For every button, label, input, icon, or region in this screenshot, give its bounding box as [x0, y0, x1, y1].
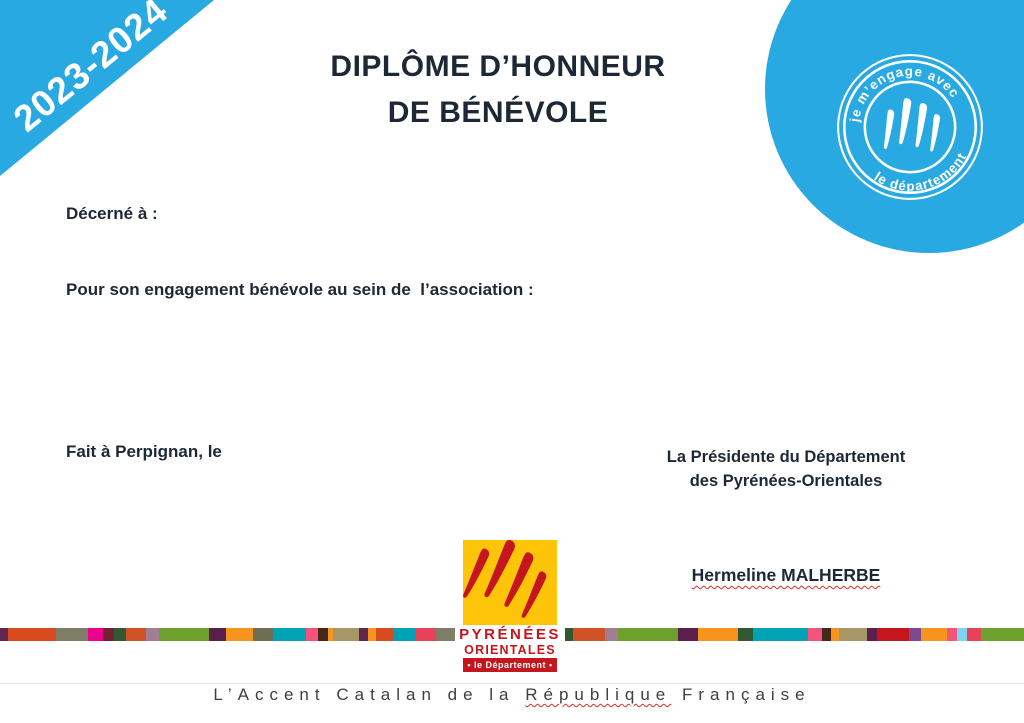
awarded-to-label: Décerné à :	[66, 204, 158, 223]
engagement-stamp: je m’engage avec le département	[836, 51, 983, 204]
stripe-segment	[416, 628, 436, 641]
stripe-segment	[146, 628, 159, 641]
stripe-segment	[753, 628, 808, 641]
stripe-segment	[318, 628, 328, 641]
stripe-segment	[226, 628, 253, 641]
stamp-claw-marks-icon	[883, 98, 941, 152]
stripe-segment	[831, 628, 839, 641]
logo-yellow-box	[462, 539, 557, 625]
president-title: La Présidente du Département des Pyrénée…	[640, 445, 932, 493]
stripe-segment	[253, 628, 273, 641]
president-title-line-2: des Pyrénées-Orientales	[689, 472, 883, 490]
stripe-segment	[88, 628, 103, 641]
stripe-segment	[678, 628, 698, 641]
stripe-segment	[981, 628, 1024, 641]
certificate-title: DIPLÔME D’HONNEUR DE BÉNÉVOLE	[288, 44, 708, 136]
footer-slogan-marked-word: République	[525, 685, 672, 704]
stripe-segment	[967, 628, 981, 641]
stripe-segment	[698, 628, 738, 641]
logo-banner: • le Département •	[463, 658, 557, 672]
stripe-segment	[273, 628, 306, 641]
stripe-segment	[436, 628, 456, 641]
signature-name: Hermeline MALHERBE	[691, 565, 881, 585]
stamp-outer-ring	[837, 54, 983, 200]
stripe-segment	[306, 628, 318, 641]
footer-slogan-pre: L’Accent Catalan de la	[213, 685, 526, 704]
stripe-segment	[0, 628, 8, 641]
stripe-segment	[359, 628, 368, 641]
logo-name-line-2: ORIENTALES	[464, 643, 556, 657]
stripe-segment	[867, 628, 877, 641]
stamp-inner-ring	[863, 80, 957, 174]
stripe-segment	[877, 628, 909, 641]
stripe-segment	[605, 628, 618, 641]
signature-name-wrap: Hermeline MALHERBE	[640, 565, 932, 586]
president-title-line-1: La Présidente du Département	[666, 448, 906, 466]
stripe-segment	[909, 628, 921, 641]
engagement-label: Pour son engagement bénévole au sein de …	[66, 280, 534, 299]
stripe-segment	[808, 628, 822, 641]
department-logo: PYRÉNÉES ORIENTALES • le Département •	[455, 539, 565, 674]
footer-slogan: L’Accent Catalan de la République França…	[0, 685, 1024, 705]
stripe-segment	[56, 628, 88, 641]
stripe-segment	[738, 628, 753, 641]
stripe-segment	[393, 628, 416, 641]
stripe-segment	[8, 628, 56, 641]
stripe-segment	[376, 628, 393, 641]
logo-name-line-1: PYRÉNÉES	[459, 626, 561, 643]
footer-slogan-post: Française	[671, 685, 811, 704]
stamp-middle-ring	[843, 60, 977, 194]
logo-claw-marks-icon	[462, 539, 547, 618]
footer-divider	[0, 683, 1024, 684]
stripe-segment	[957, 628, 967, 641]
stripe-segment	[209, 628, 226, 641]
stripe-segment	[333, 628, 359, 641]
stripe-segment	[328, 628, 333, 641]
stripe-segment	[921, 628, 947, 641]
title-line-1: DIPLÔME D’HONNEUR	[330, 50, 666, 83]
stripe-segment	[822, 628, 831, 641]
place-date-label: Fait à Perpignan, le	[66, 442, 222, 461]
stripe-segment	[947, 628, 957, 641]
title-line-2: DE BÉNÉVOLE	[387, 96, 609, 129]
stripe-segment	[573, 628, 605, 641]
stripe-segment	[126, 628, 146, 641]
stripe-segment	[159, 628, 209, 641]
stripe-segment	[839, 628, 867, 641]
stripe-segment	[114, 628, 126, 641]
stripe-segment	[103, 628, 114, 641]
stripe-segment	[368, 628, 376, 641]
stripe-segment	[618, 628, 678, 641]
